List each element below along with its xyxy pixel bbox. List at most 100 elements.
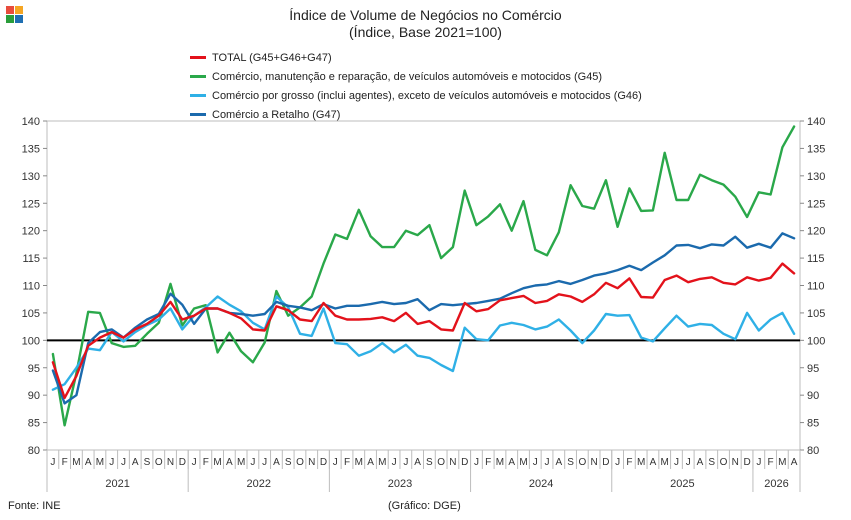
x-tick-label-month: S (708, 457, 715, 468)
chart-title: Índice de Volume de Negócios no Comércio (289, 7, 562, 23)
legend-swatch-total (190, 56, 206, 59)
x-tick-label-month: A (555, 457, 562, 468)
x-tick-label-month: J (109, 457, 114, 468)
x-tick-label-month: A (508, 457, 515, 468)
x-tick-label-month: S (144, 457, 151, 468)
legend-label-total: TOTAL (G45+G46+G47) (212, 51, 332, 64)
x-tick-label-month: F (768, 457, 774, 468)
logo-square-green (6, 15, 14, 23)
x-tick-label-month: D (743, 457, 750, 468)
x-tick-label-month: J (250, 457, 255, 468)
x-tick-label-month: S (426, 457, 433, 468)
x-tick-label-month: J (262, 457, 267, 468)
x-tick-label-month: A (414, 457, 421, 468)
chart-credit: (Gráfico: DGE) (388, 500, 461, 512)
x-year-label: 2026 (764, 478, 788, 490)
x-tick-label-month: M (661, 457, 669, 468)
legend-item-total: TOTAL (G45+G46+G47) (190, 48, 642, 67)
x-year-label: 2024 (529, 478, 553, 490)
x-tick-label-month: J (403, 457, 408, 468)
x-tick-label-month: A (791, 457, 798, 468)
x-year-label: 2022 (247, 478, 271, 490)
y-tick-label-left: 130 (22, 171, 40, 183)
x-tick-label-month: J (474, 457, 479, 468)
x-tick-label-month: M (96, 457, 104, 468)
x-tick-label-month: F (626, 457, 632, 468)
logo-square-blue (15, 15, 23, 23)
x-tick-label-month: D (602, 457, 609, 468)
x-tick-label-month: J (50, 457, 55, 468)
y-tick-label-left: 85 (28, 418, 40, 430)
x-tick-label-month: N (732, 457, 739, 468)
x-tick-label-month: A (367, 457, 374, 468)
x-tick-label-month: J (192, 457, 197, 468)
x-tick-label-month: F (62, 457, 68, 468)
x-tick-label-month: J (756, 457, 761, 468)
y-tick-label-left: 100 (22, 335, 40, 347)
y-tick-label-right: 130 (807, 171, 825, 183)
y-tick-label-left: 90 (28, 390, 40, 402)
x-tick-label-month: J (392, 457, 397, 468)
legend-label-g46: Comércio por grosso (inclui agentes), ex… (212, 89, 642, 102)
y-tick-label-left: 125 (22, 198, 40, 210)
x-year-label: 2025 (670, 478, 694, 490)
y-tick-label-right: 135 (807, 143, 825, 155)
x-tick-label-month: N (308, 457, 315, 468)
x-tick-label-month: N (449, 457, 456, 468)
y-tick-label-left: 80 (28, 445, 40, 457)
series-line-2 (51, 295, 796, 391)
x-tick-label-month: A (273, 457, 280, 468)
x-tick-label-month: A (226, 457, 233, 468)
x-tick-label-month: S (567, 457, 574, 468)
chart-subtitle: (Índice, Base 2021=100) (349, 24, 502, 40)
y-tick-label-left: 115 (22, 253, 40, 265)
brand-logo-icon (6, 6, 24, 24)
x-tick-label-month: S (285, 457, 292, 468)
x-tick-label-month: O (720, 457, 728, 468)
y-tick-label-left: 110 (22, 281, 40, 293)
x-tick-label-month: M (778, 457, 786, 468)
series-line-0 (51, 262, 796, 400)
x-tick-label-month: M (237, 457, 245, 468)
legend-item-g46: Comércio por grosso (inclui agentes), ex… (190, 86, 642, 105)
legend-swatch-g45 (190, 75, 206, 78)
x-tick-label-month: A (85, 457, 92, 468)
x-tick-label-month: J (533, 457, 538, 468)
x-tick-label-month: J (333, 457, 338, 468)
x-tick-label-month: M (72, 457, 80, 468)
y-tick-label-left: 120 (22, 226, 40, 238)
x-tick-label-month: O (155, 457, 163, 468)
x-tick-label-month: D (461, 457, 468, 468)
legend: TOTAL (G45+G46+G47) Comércio, manutenção… (190, 48, 642, 124)
x-tick-label-month: J (674, 457, 679, 468)
x-tick-label-month: J (686, 457, 691, 468)
x-tick-label-month: M (378, 457, 386, 468)
x-tick-label-month: A (697, 457, 704, 468)
y-tick-label-right: 140 (807, 116, 825, 128)
plot-area (46, 120, 801, 451)
x-tick-label-month: N (590, 457, 597, 468)
series-line-1 (51, 125, 796, 427)
legend-swatch-g46 (190, 94, 206, 97)
y-tick-label-right: 100 (807, 335, 825, 347)
y-tick-label-left: 140 (22, 116, 40, 128)
x-tick-label-month: F (344, 457, 350, 468)
series-line-3 (51, 232, 796, 405)
y-tick-label-right: 125 (807, 198, 825, 210)
x-tick-label-month: M (213, 457, 221, 468)
x-tick-label-month: J (121, 457, 126, 468)
logo-square-orange (15, 6, 23, 14)
y-tick-label-right: 105 (807, 308, 825, 320)
x-tick-label-month: M (355, 457, 363, 468)
x-tick-label-month: D (320, 457, 327, 468)
source-note: Fonte: INE (8, 500, 61, 512)
x-tick-label-month: M (496, 457, 504, 468)
x-tick-label-month: A (650, 457, 657, 468)
legend-item-g45: Comércio, manutenção e reparação, de veí… (190, 67, 642, 86)
x-tick-label-month: M (519, 457, 527, 468)
y-tick-label-right: 115 (807, 253, 825, 265)
x-year-label: 2021 (105, 478, 129, 490)
y-tick-label-right: 80 (807, 445, 819, 457)
x-year-label: 2023 (388, 478, 412, 490)
